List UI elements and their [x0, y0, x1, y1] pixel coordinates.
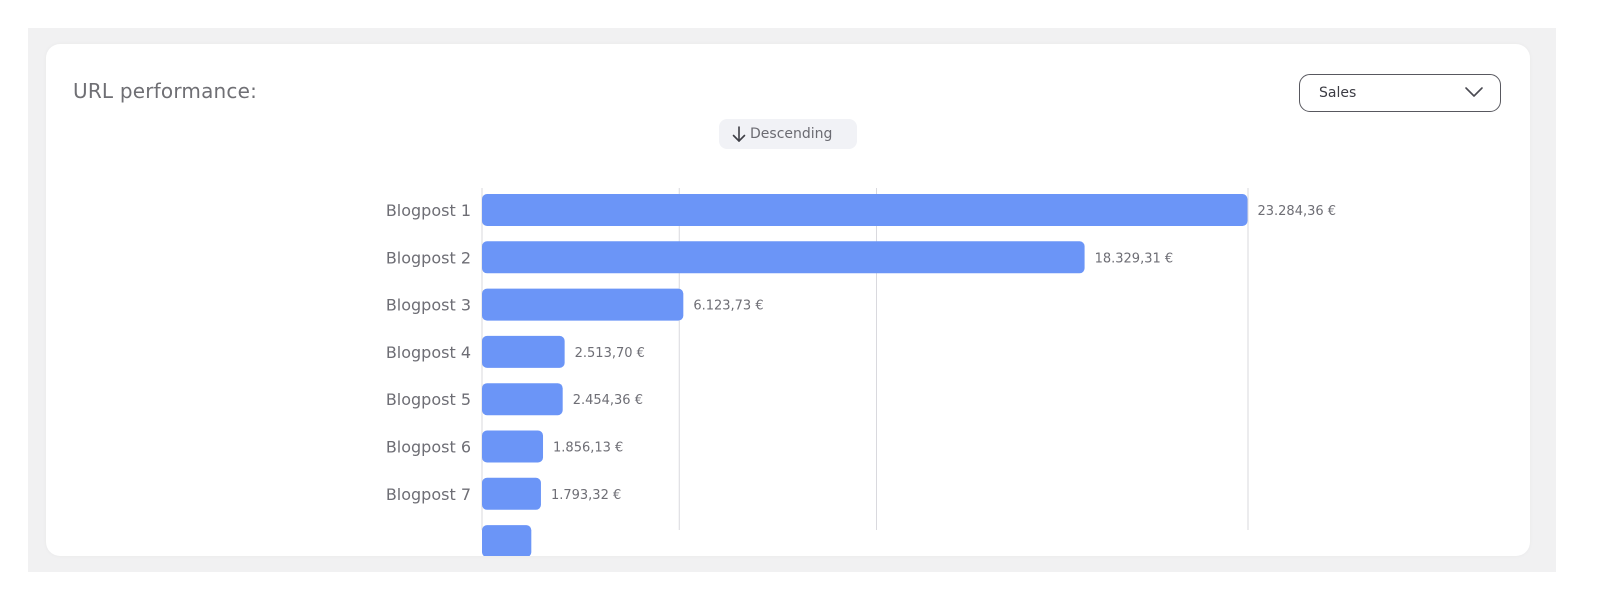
value-label: 6.123,73 € — [693, 299, 763, 314]
category-label: Blogpost 7 — [386, 485, 471, 504]
url-performance-panel: URL performance: Sales Descending Blogpo… — [46, 44, 1530, 556]
bar[interactable] — [482, 477, 541, 510]
url-performance-chart: Blogpost 1 23.284,36 € Blogpost 2 18.329,31… — [386, 188, 1336, 556]
metric-select-value: Sales — [1319, 85, 1357, 101]
value-label: 1.856,13 € — [553, 441, 623, 456]
arrow-down-icon — [732, 126, 746, 142]
category-label: Blogpost 4 — [386, 343, 471, 362]
category-label: Blogpost 2 — [386, 248, 471, 267]
bar[interactable] — [482, 288, 684, 321]
panel-title: URL performance: — [73, 79, 258, 103]
category-label: Blogpost 5 — [386, 390, 471, 409]
bar[interactable] — [482, 194, 1248, 226]
category-label: Blogpost 6 — [386, 438, 471, 457]
value-label: 18.329,31 € — [1095, 251, 1174, 266]
sort-toggle[interactable]: Descending — [719, 119, 857, 149]
bar[interactable] — [482, 430, 544, 463]
bar[interactable] — [482, 383, 563, 416]
value-label: 1.793,32 € — [551, 488, 621, 503]
metric-select[interactable]: Sales — [1299, 74, 1501, 112]
value-label: 2.513,70 € — [575, 346, 645, 361]
category-label: Blogpost 1 — [386, 201, 471, 220]
bar[interactable] — [482, 335, 565, 368]
sort-toggle-label: Descending — [750, 126, 833, 142]
chevron-down-icon — [1465, 87, 1483, 97]
value-label: 23.284,36 € — [1257, 204, 1336, 219]
category-label: Blogpost 3 — [386, 296, 471, 315]
value-label: 2.454,36 € — [573, 393, 643, 408]
bar[interactable] — [482, 525, 532, 556]
bar[interactable] — [482, 241, 1085, 274]
